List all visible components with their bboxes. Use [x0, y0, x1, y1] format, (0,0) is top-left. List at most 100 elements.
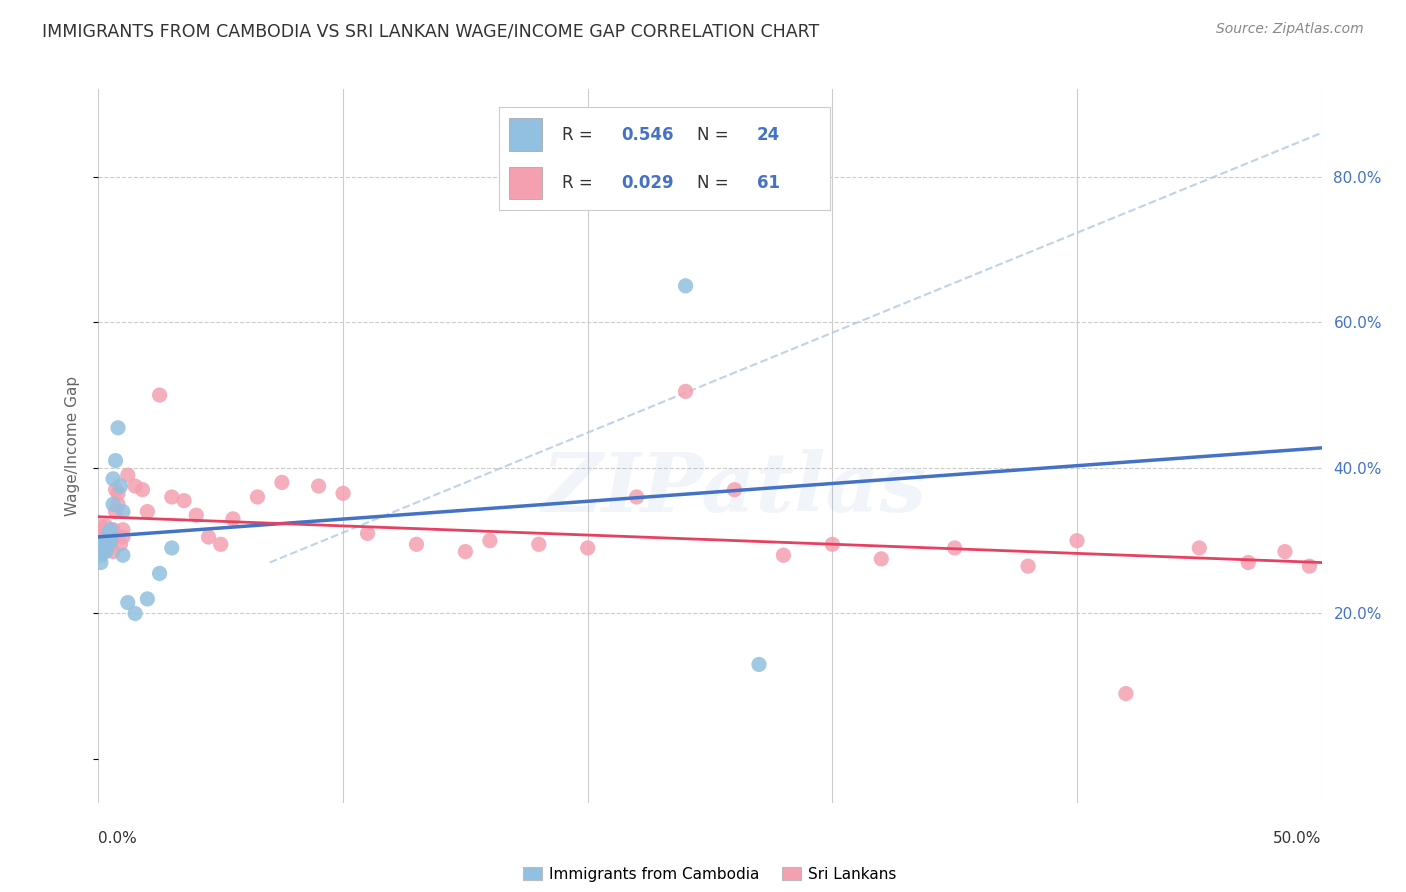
Point [101, 544, 124, 558]
Point [97, 533, 120, 548]
Point [821, 537, 844, 551]
Point [94, 544, 117, 558]
FancyBboxPatch shape [509, 119, 543, 151]
Point [97, 537, 120, 551]
Point [149, 566, 172, 581]
Y-axis label: Wage/Income Gap: Wage/Income Gap [65, 376, 80, 516]
Point [246, 490, 269, 504]
Point [478, 533, 501, 548]
Point [675, 384, 697, 399]
Point [104, 504, 127, 518]
Legend: Immigrants from Cambodia, Sri Lankans: Immigrants from Cambodia, Sri Lankans [517, 861, 903, 888]
Point [117, 468, 139, 483]
Point [160, 490, 183, 504]
Point [90, 556, 112, 570]
Point [576, 541, 599, 555]
Point [107, 421, 129, 435]
Point [104, 483, 127, 497]
Text: Source: ZipAtlas.com: Source: ZipAtlas.com [1216, 22, 1364, 37]
Point [104, 453, 127, 467]
Point [136, 591, 159, 606]
Point [90, 526, 112, 541]
Point [91, 533, 114, 548]
Text: 61: 61 [756, 174, 780, 192]
Point [1115, 687, 1137, 701]
Point [97, 526, 120, 541]
Point [111, 504, 134, 518]
Point [1188, 541, 1211, 555]
Point [111, 523, 134, 537]
Point [356, 526, 378, 541]
Point [94, 533, 117, 548]
Point [748, 657, 770, 672]
Point [136, 504, 159, 518]
Point [97, 526, 120, 541]
Text: 0.546: 0.546 [621, 126, 673, 144]
Text: 0.029: 0.029 [621, 174, 673, 192]
Point [943, 541, 966, 555]
Point [1017, 559, 1039, 574]
Point [1237, 556, 1260, 570]
Text: 24: 24 [756, 126, 780, 144]
Point [91, 541, 114, 555]
Text: N =: N = [697, 174, 734, 192]
Point [110, 537, 132, 551]
Point [870, 552, 893, 566]
Point [160, 541, 183, 555]
Point [90, 537, 112, 551]
Point [94, 519, 117, 533]
Point [173, 493, 195, 508]
Point [1066, 533, 1088, 548]
Point [101, 523, 124, 537]
Text: R =: R = [562, 126, 598, 144]
Point [626, 490, 648, 504]
Point [186, 508, 208, 523]
Point [405, 537, 427, 551]
Point [101, 472, 124, 486]
Point [91, 544, 114, 558]
Point [131, 483, 153, 497]
Point [124, 607, 146, 621]
Point [772, 548, 794, 562]
Point [332, 486, 354, 500]
Text: R =: R = [562, 174, 598, 192]
Text: 50.0%: 50.0% [1274, 831, 1322, 846]
Point [117, 596, 139, 610]
Point [1298, 559, 1320, 574]
Text: N =: N = [697, 126, 734, 144]
Point [1274, 544, 1296, 558]
Point [149, 388, 172, 402]
Point [97, 541, 120, 555]
Point [90, 548, 112, 562]
Point [101, 497, 124, 511]
Point [94, 526, 117, 541]
Point [527, 537, 550, 551]
Point [100, 526, 122, 541]
Point [110, 479, 132, 493]
Point [111, 530, 134, 544]
Point [107, 486, 129, 500]
Point [197, 530, 219, 544]
Point [100, 533, 122, 548]
Point [100, 537, 122, 551]
Point [308, 479, 330, 493]
Point [107, 497, 129, 511]
Point [209, 537, 232, 551]
Point [94, 533, 117, 548]
Text: IMMIGRANTS FROM CAMBODIA VS SRI LANKAN WAGE/INCOME GAP CORRELATION CHART: IMMIGRANTS FROM CAMBODIA VS SRI LANKAN W… [42, 22, 820, 40]
Point [270, 475, 294, 490]
Point [91, 523, 114, 537]
Point [723, 483, 745, 497]
Point [222, 512, 245, 526]
Point [100, 533, 122, 548]
FancyBboxPatch shape [509, 167, 543, 199]
Point [91, 530, 114, 544]
Point [100, 523, 122, 537]
Point [91, 537, 114, 551]
Point [90, 519, 112, 533]
Text: ZIPatlas: ZIPatlas [541, 449, 927, 529]
Point [124, 479, 146, 493]
Text: 0.0%: 0.0% [98, 831, 138, 846]
Point [94, 537, 117, 551]
Point [675, 278, 697, 293]
